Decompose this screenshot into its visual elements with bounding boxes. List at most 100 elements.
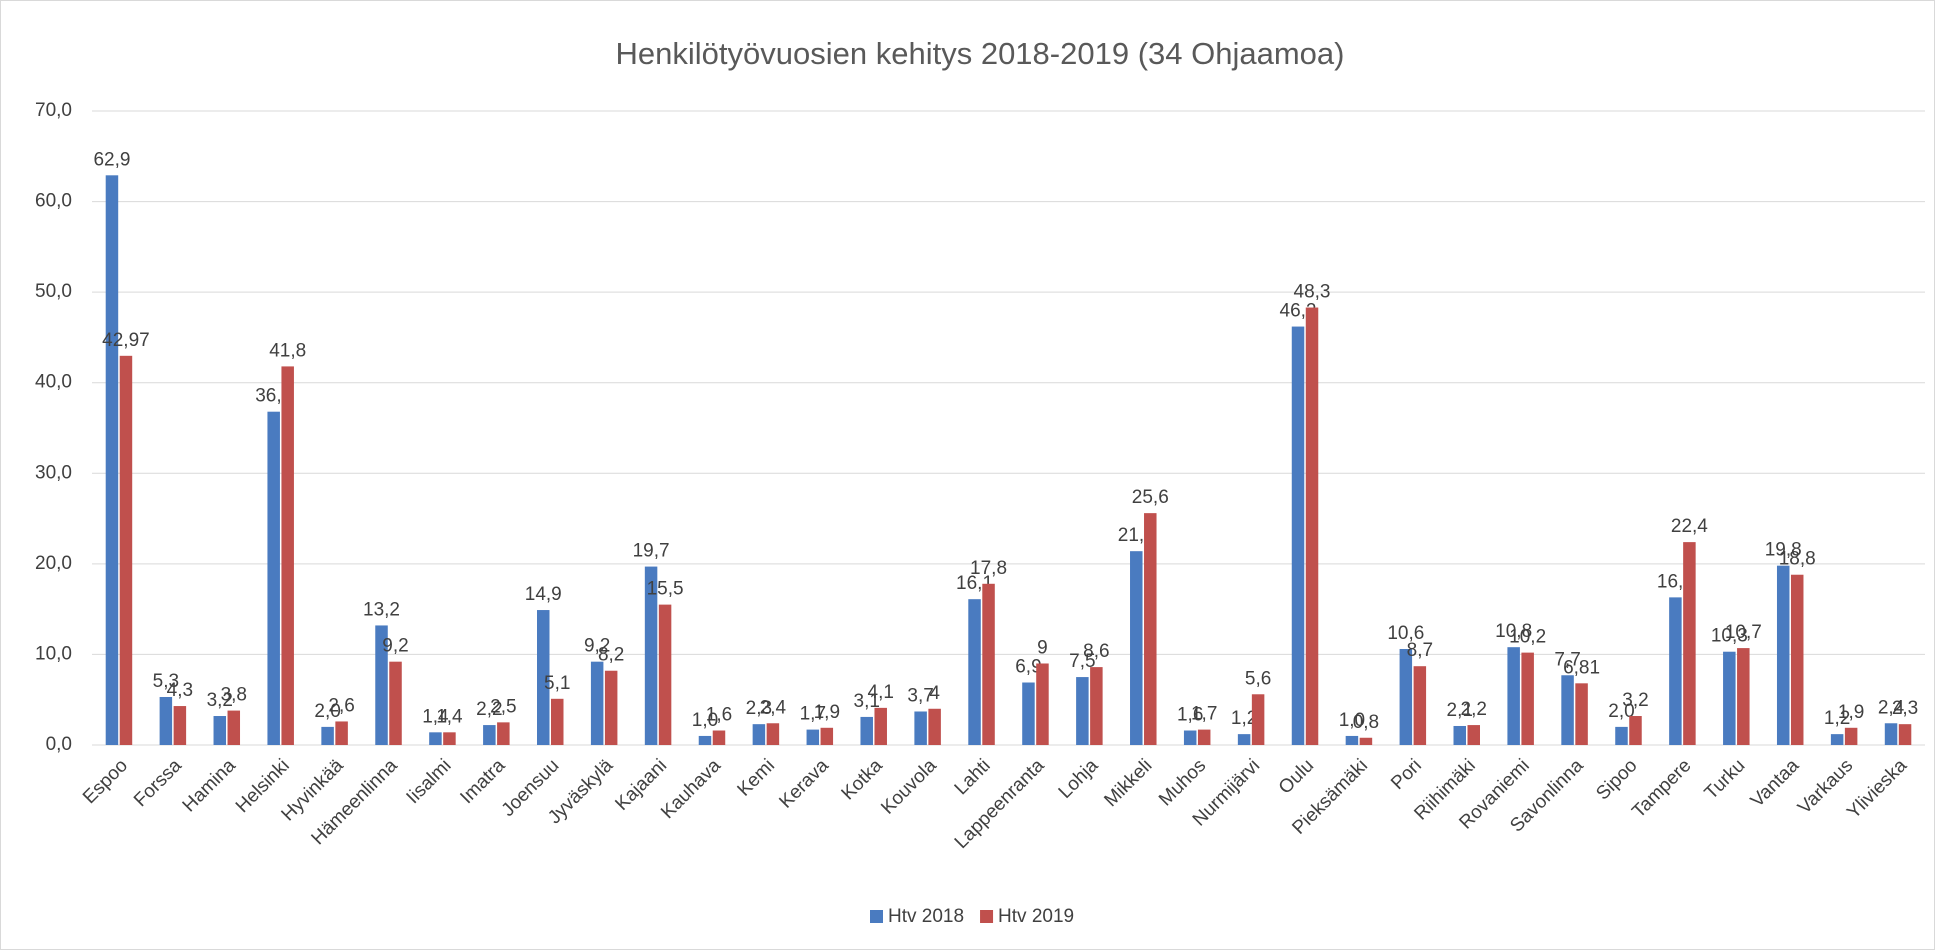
data-label: 2,2 <box>1461 699 1487 720</box>
data-label: 2,6 <box>328 695 354 716</box>
bar <box>1521 652 1534 745</box>
bar <box>1669 597 1682 745</box>
bar <box>1399 648 1413 745</box>
data-label: 1,4 <box>422 706 449 727</box>
data-label: 0,8 <box>1353 712 1379 733</box>
bar <box>874 707 887 745</box>
bar <box>590 661 604 745</box>
data-label: 2,3 <box>1892 698 1918 719</box>
bar <box>213 716 227 745</box>
bar <box>497 722 510 745</box>
bar <box>1359 737 1373 745</box>
bar <box>1022 682 1035 745</box>
data-label: 1,9 <box>814 702 840 723</box>
data-label: 5,6 <box>1245 668 1271 689</box>
data-label: 2,5 <box>490 696 516 717</box>
legend-swatch <box>980 910 994 923</box>
bar <box>1345 735 1359 745</box>
data-label: 4,1 <box>868 682 894 703</box>
legend-swatch <box>870 910 883 923</box>
data-label: 4,3 <box>167 680 193 701</box>
data-label: 2,2 <box>476 699 502 720</box>
data-label: 3,8 <box>221 685 247 706</box>
bar <box>1830 734 1844 745</box>
data-label: 5,1 <box>544 673 570 694</box>
data-label: 17,8 <box>970 558 1007 579</box>
data-label: 48,3 <box>1294 282 1331 303</box>
bar <box>1683 542 1696 745</box>
data-label: 19,8 <box>1765 540 1802 561</box>
data-label: 2,4 <box>1878 697 1905 718</box>
bar <box>119 355 133 745</box>
data-label: 3,1 <box>854 691 880 712</box>
bar <box>1237 734 1251 745</box>
bar <box>321 726 334 745</box>
bar <box>105 175 119 745</box>
bar <box>698 735 712 745</box>
data-label: 9,2 <box>382 636 408 657</box>
data-label: 9 <box>1037 638 1048 659</box>
data-label: 8,2 <box>598 645 624 666</box>
data-label: 2,4 <box>760 697 787 718</box>
bar <box>173 706 187 745</box>
bar <box>429 732 442 745</box>
data-label: 6,9 <box>1015 657 1041 678</box>
bar <box>1090 667 1103 745</box>
bar <box>1898 724 1912 745</box>
bar <box>227 710 241 745</box>
legend-label: Htv 2018 <box>888 906 964 927</box>
data-label: 22,4 <box>1671 516 1708 537</box>
y-tick-label: 60,0 <box>35 191 72 212</box>
bar <box>375 625 388 745</box>
data-label: 13,2 <box>363 599 400 620</box>
bar <box>1737 648 1750 745</box>
bar <box>982 583 995 745</box>
data-label: 2,1 <box>1447 700 1473 721</box>
bar <box>914 711 927 745</box>
data-label: 1,6 <box>706 705 732 726</box>
data-label: 5,3 <box>153 671 179 692</box>
data-label: 3,2 <box>207 690 233 711</box>
y-tick-label: 70,0 <box>35 100 72 121</box>
y-tick-label: 10,0 <box>35 643 72 664</box>
y-tick-label: 20,0 <box>35 553 72 574</box>
data-label: 7,5 <box>1069 651 1095 672</box>
data-label: 7,7 <box>1554 649 1580 670</box>
bar <box>1507 647 1520 745</box>
bar <box>1197 729 1211 745</box>
data-label: 9,2 <box>584 636 610 657</box>
bar <box>658 604 672 745</box>
data-label: 19,7 <box>633 541 670 562</box>
bar <box>644 566 658 745</box>
bar <box>1251 694 1265 745</box>
bar <box>1467 725 1480 745</box>
data-label: 6,81 <box>1563 657 1600 678</box>
data-label: 2,0 <box>1608 701 1634 722</box>
data-label: 3,2 <box>1622 690 1648 711</box>
bar <box>1130 551 1143 745</box>
bar <box>389 661 402 745</box>
bar <box>1776 565 1790 745</box>
bar <box>443 732 456 745</box>
bar <box>1575 683 1588 745</box>
data-label: 10,6 <box>1387 623 1424 644</box>
bar <box>968 599 981 745</box>
bar <box>1561 675 1574 745</box>
bar <box>1844 727 1858 745</box>
data-label: 1,2 <box>1231 708 1257 729</box>
bar <box>1305 307 1319 745</box>
bar <box>860 716 873 745</box>
bar <box>267 411 280 745</box>
data-label: 1,0 <box>692 710 718 731</box>
legend-label: Htv 2019 <box>998 906 1074 927</box>
data-label: 10,7 <box>1725 622 1762 643</box>
bar <box>551 698 564 745</box>
bar <box>1413 666 1427 745</box>
bar <box>1790 574 1804 745</box>
data-label: 1,2 <box>1824 708 1850 729</box>
bar <box>766 723 780 745</box>
bar <box>159 696 173 745</box>
data-label: 1,0 <box>1339 710 1365 731</box>
